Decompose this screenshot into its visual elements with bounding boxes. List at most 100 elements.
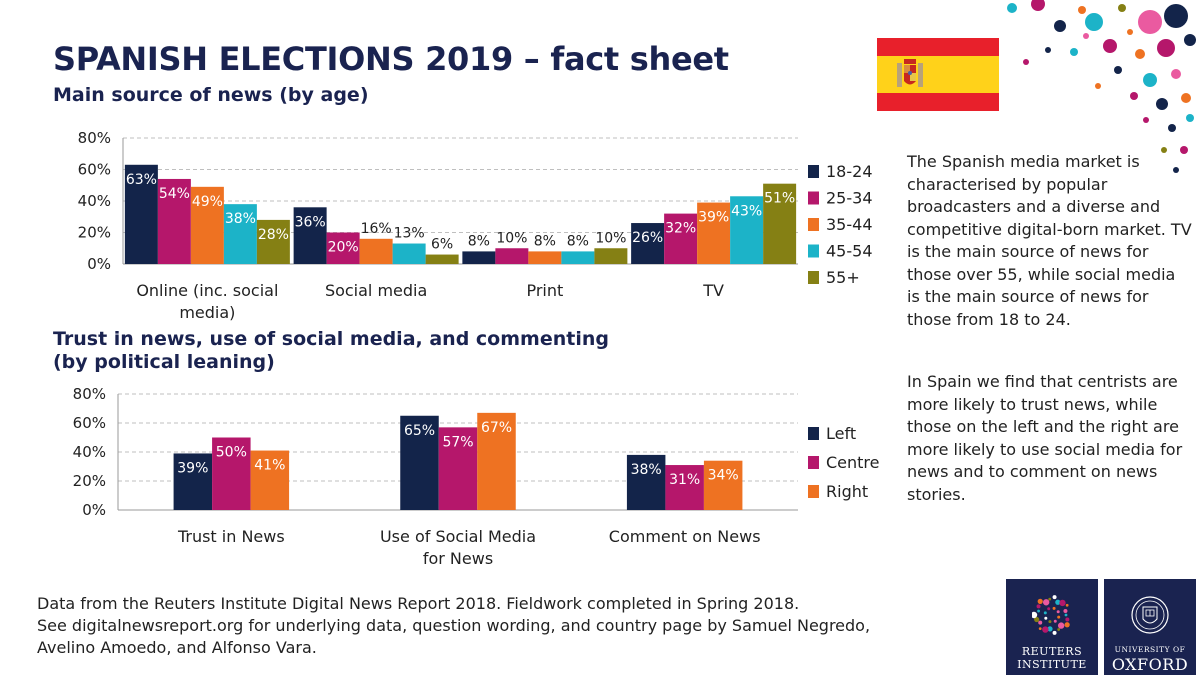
data-label: 8% bbox=[534, 233, 556, 249]
decorative-dot bbox=[1168, 124, 1176, 132]
logo-dot bbox=[1037, 609, 1040, 613]
decorative-dot bbox=[1070, 48, 1078, 56]
legend-swatch-18-24 bbox=[808, 165, 819, 178]
x-category-label: TV bbox=[702, 281, 724, 300]
logo-dot bbox=[1064, 622, 1070, 628]
data-label: 20% bbox=[328, 240, 359, 256]
data-label: 13% bbox=[394, 226, 425, 242]
legend-label-left: Left bbox=[826, 424, 856, 443]
bar-centre-trust-in-news bbox=[212, 437, 251, 510]
source-note-line-2: See digitalnewsreport.org for underlying… bbox=[37, 616, 871, 635]
reuters-institute-logo: REUTERS INSTITUTE bbox=[1006, 579, 1098, 675]
data-label: 39% bbox=[698, 210, 729, 226]
y-tick-label: 0% bbox=[87, 255, 111, 273]
legend-swatch-centre bbox=[808, 456, 819, 469]
decorative-dot bbox=[1180, 146, 1188, 154]
logo-dot bbox=[1052, 630, 1057, 635]
bar-centre-use-of-social-media-for-news bbox=[438, 427, 478, 510]
oxford-crest-icon bbox=[1131, 596, 1169, 634]
logo-dot bbox=[1034, 616, 1040, 623]
source-note: Data from the Reuters Institute Digital … bbox=[37, 593, 967, 659]
bar-35-44-tv bbox=[697, 202, 731, 264]
logo-dot bbox=[1052, 595, 1057, 600]
logo-dot bbox=[1032, 611, 1038, 619]
y-tick-label: 0% bbox=[82, 501, 106, 519]
logo-dot bbox=[1044, 616, 1048, 620]
data-label: 36% bbox=[295, 214, 326, 230]
main-source-of-news-chart: 0% 20% 40% 60% 80% 63%54% 49%38%28% Online (inc… bbox=[78, 129, 873, 322]
data-label: 16% bbox=[361, 221, 392, 237]
bar-18-24-tv bbox=[631, 223, 665, 264]
logo-dot bbox=[1052, 606, 1056, 610]
decorative-dot bbox=[1130, 92, 1138, 100]
description-paragraph-2: In Spain we find that centrists are more… bbox=[907, 372, 1183, 504]
x-category-label: Comment on News bbox=[609, 527, 761, 546]
legend-label-55: 55+ bbox=[826, 268, 860, 287]
x-category-label: Trust in News bbox=[177, 527, 285, 546]
bar-55-tv bbox=[763, 183, 797, 264]
decorative-dot bbox=[1173, 167, 1179, 173]
data-label: 57% bbox=[442, 434, 473, 450]
university-of-oxford-logo: UNIVERSITY OF OXFORD bbox=[1104, 579, 1196, 675]
bar-45-54-tv bbox=[730, 196, 764, 264]
decorative-dot bbox=[1085, 13, 1103, 31]
decorative-dot bbox=[1184, 34, 1196, 46]
legend-swatch-25-34 bbox=[808, 191, 819, 205]
logo-dot bbox=[1057, 628, 1061, 631]
y-tick-label: 60% bbox=[78, 161, 111, 179]
logo-dot bbox=[1038, 627, 1042, 631]
data-label: 49% bbox=[192, 194, 223, 210]
bar-left-use-of-social-media-for-news bbox=[400, 415, 439, 510]
legend-swatch-left bbox=[808, 427, 819, 440]
bar-25-34-online-inc-social-media bbox=[157, 178, 191, 264]
decorative-dot bbox=[1054, 20, 1066, 32]
legend-swatch-55 bbox=[808, 271, 819, 284]
data-label: 39% bbox=[177, 460, 208, 476]
bar-35-44-print bbox=[528, 251, 562, 264]
chart2-title: Trust in news, use of social media, and … bbox=[53, 328, 609, 373]
data-label: 31% bbox=[669, 472, 700, 488]
bar-35-44-social-media bbox=[359, 238, 393, 264]
bar-35-44-online-inc-social-media bbox=[190, 186, 224, 264]
bar-right-use-of-social-media-for-news bbox=[477, 412, 516, 510]
source-note-line-1: Data from the Reuters Institute Digital … bbox=[37, 594, 800, 613]
decorative-dot bbox=[1171, 69, 1181, 79]
bar-25-34-tv bbox=[664, 213, 698, 264]
legend-label-centre: Centre bbox=[826, 453, 880, 472]
data-label: 43% bbox=[731, 203, 762, 219]
x-category-label: Online (inc. social bbox=[136, 281, 278, 300]
y-tick-label: 20% bbox=[73, 472, 106, 490]
bar-right-comment-on-news bbox=[703, 460, 743, 510]
y-tick-label: 40% bbox=[73, 443, 106, 461]
decorative-dot bbox=[1135, 49, 1145, 59]
bar-45-54-print bbox=[561, 251, 595, 264]
decorative-dot bbox=[1031, 0, 1045, 11]
data-label: 41% bbox=[254, 458, 285, 474]
data-label: 50% bbox=[216, 445, 247, 461]
bar-18-24-online-inc-social-media bbox=[124, 164, 158, 264]
logo-dot bbox=[1055, 599, 1061, 605]
bar-18-24-social-media bbox=[293, 207, 327, 264]
data-label: 67% bbox=[481, 420, 512, 436]
legend-label-35-44: 35-44 bbox=[826, 215, 873, 234]
x-category-label: for News bbox=[423, 549, 493, 568]
decorative-dot bbox=[1181, 93, 1191, 103]
decorative-dot bbox=[1083, 33, 1089, 39]
y-tick-label: 20% bbox=[78, 224, 111, 242]
decorative-dot bbox=[1156, 98, 1168, 110]
chart1-title: Main source of news (by age) bbox=[53, 84, 369, 106]
logo-dot bbox=[1037, 598, 1043, 604]
legend-swatch-45-54 bbox=[808, 244, 819, 258]
data-label: 10% bbox=[595, 230, 626, 246]
logo-dot bbox=[1047, 626, 1053, 632]
logo-dot bbox=[1059, 599, 1066, 607]
logo-dot bbox=[1048, 597, 1052, 601]
logo-dot bbox=[1048, 620, 1052, 624]
data-label: 38% bbox=[225, 211, 256, 227]
legend-label-18-24: 18-24 bbox=[826, 162, 873, 181]
x-category-label: Print bbox=[526, 281, 563, 300]
legend-label-45-54: 45-54 bbox=[826, 242, 873, 261]
logo-dot bbox=[1063, 609, 1068, 614]
trust-and-social-media-chart: 0% 20% 40% 60% 80% 39% 50% 41% Trust in News 65% 5… bbox=[73, 385, 880, 568]
y-tick-label: 80% bbox=[73, 385, 106, 403]
